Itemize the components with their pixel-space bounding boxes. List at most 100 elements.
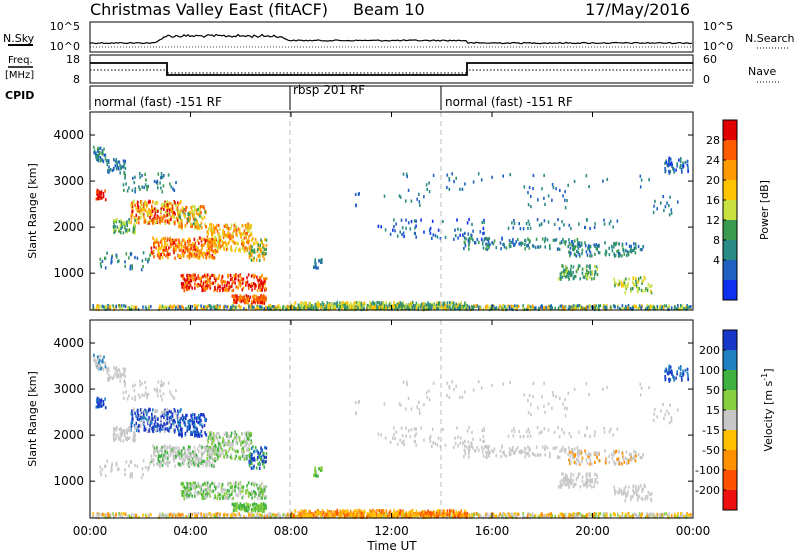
- echo-point: [153, 238, 156, 242]
- echo-point: [251, 288, 253, 292]
- echo-point: [95, 197, 98, 201]
- echo-point: [258, 301, 260, 305]
- echo-point: [154, 221, 157, 225]
- echo-point: [559, 188, 561, 192]
- echo-point: [199, 491, 201, 495]
- echo-point: [166, 209, 168, 213]
- echo-point: [144, 183, 147, 187]
- echo-point: [590, 272, 592, 276]
- echo-point: [200, 276, 203, 280]
- echo-point: [246, 228, 249, 232]
- echo-point: [234, 295, 236, 299]
- echo-point: [557, 277, 560, 281]
- echo-point: [139, 212, 142, 216]
- echo-point: [210, 437, 212, 441]
- echo-point: [584, 275, 586, 279]
- echo-point: [250, 301, 253, 305]
- echo-point: [225, 288, 228, 292]
- echo-point: [584, 244, 587, 248]
- echo-point: [236, 305, 238, 309]
- echo-point: [182, 307, 184, 311]
- echo-point: [154, 216, 156, 220]
- echo-point: [568, 250, 570, 254]
- echo-point: [204, 239, 207, 243]
- echo-point: [205, 489, 208, 493]
- echo-point: [213, 446, 215, 450]
- echo-point: [143, 425, 146, 429]
- echo-point: [195, 484, 198, 488]
- echo-point: [264, 487, 267, 491]
- echo-point: [502, 304, 504, 308]
- echo-point: [209, 280, 211, 284]
- echo-point: [452, 301, 455, 305]
- echo-point: [215, 452, 217, 456]
- echo-point: [258, 247, 261, 251]
- echo-point: [189, 418, 192, 422]
- echo-point: [420, 305, 422, 309]
- echo-point: [154, 212, 157, 216]
- echo-point: [214, 456, 217, 460]
- echo-point: [214, 488, 216, 492]
- echo-point: [222, 437, 224, 441]
- echo-point: [188, 463, 191, 467]
- echo-point: [192, 278, 195, 282]
- echo-point: [95, 398, 98, 402]
- echo-point: [99, 262, 102, 266]
- echo-point: [233, 224, 236, 228]
- echo-point: [512, 238, 514, 242]
- echo-point: [175, 424, 178, 428]
- echo-point: [154, 415, 156, 419]
- echo-point: [576, 307, 579, 311]
- echo-point: [247, 273, 250, 277]
- echo-point: [476, 304, 479, 308]
- echo-point: [148, 427, 151, 432]
- echo-point: [239, 492, 242, 496]
- echo-point: [179, 305, 181, 309]
- echo-point: [428, 190, 431, 194]
- echo-point: [616, 219, 619, 223]
- freq-tick-bottom: 8: [73, 73, 80, 86]
- echo-point: [213, 276, 216, 280]
- echo-point: [625, 277, 627, 281]
- echo-point: [578, 252, 581, 256]
- echo-point: [161, 255, 164, 259]
- echo-point: [196, 416, 199, 420]
- echo-point: [156, 390, 159, 394]
- echo-point: [526, 307, 529, 311]
- echo-point: [118, 368, 121, 372]
- echo-point: [570, 305, 573, 309]
- echo-point: [656, 307, 658, 311]
- echo-point: [239, 487, 242, 491]
- echo-point: [93, 145, 95, 149]
- echo-point: [226, 246, 229, 250]
- echo-point: [157, 241, 160, 245]
- echo-point: [192, 242, 194, 246]
- echo-point: [558, 227, 561, 231]
- echo-point: [179, 212, 182, 216]
- echo-point: [196, 283, 198, 287]
- echo-point: [127, 220, 130, 224]
- echo-point: [593, 512, 596, 516]
- echo-point: [180, 456, 182, 460]
- echo-point: [232, 509, 235, 513]
- echo-point: [186, 462, 189, 466]
- echo-point: [126, 222, 128, 226]
- colorbar-swatch: [723, 220, 737, 241]
- echo-point: [208, 223, 211, 227]
- echo-point: [243, 307, 245, 311]
- echo-point: [201, 445, 203, 449]
- echo-point: [679, 307, 681, 311]
- echo-point: [204, 418, 206, 422]
- echo-point: [360, 301, 363, 305]
- echo-point: [246, 508, 248, 512]
- echo-point: [232, 304, 234, 308]
- echo-point: [97, 158, 99, 162]
- echo-point: [107, 367, 110, 371]
- echo-point: [410, 303, 413, 307]
- echo-point: [264, 445, 266, 450]
- echo-point: [92, 306, 95, 310]
- echo-point: [606, 177, 609, 181]
- echo-point: [233, 482, 235, 486]
- echo-point: [197, 225, 200, 229]
- echo-point: [115, 253, 118, 257]
